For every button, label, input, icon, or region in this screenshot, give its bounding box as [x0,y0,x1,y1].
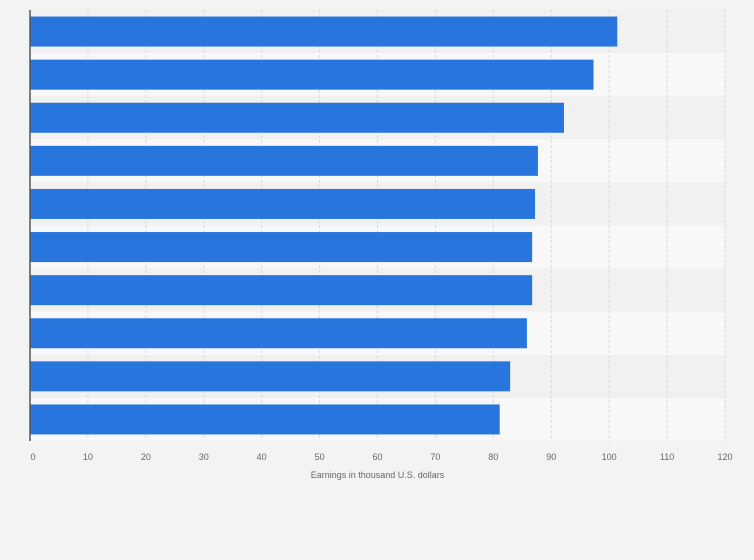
bar [30,318,527,349]
bar [30,188,536,219]
x-tick-label: 0 [30,452,35,462]
x-tick-label: 120 [717,452,732,462]
x-tick-label: 80 [488,452,498,462]
x-tick-label: 70 [430,452,440,462]
bar [30,16,618,47]
bar [30,275,533,306]
x-tick-label: 90 [546,452,556,462]
x-tick-label: 20 [141,452,151,462]
x-axis-ticks: 0 10 20 30 40 50 60 70 80 90 100 110 120 [30,452,732,462]
x-tick-label: 100 [602,452,617,462]
bar [30,232,533,263]
bars-group [30,16,618,435]
x-tick-label: 30 [199,452,209,462]
x-axis-title: Earnings in thousand U.S. dollars [311,470,445,480]
bar [30,59,594,90]
bar [30,145,538,176]
x-tick-label: 110 [660,452,674,462]
x-tick-label: 10 [83,452,93,462]
bar [30,404,500,435]
bar [30,361,511,392]
x-tick-label: 50 [315,452,325,462]
x-tick-label: 40 [257,452,267,462]
bar [30,102,564,133]
x-tick-label: 60 [372,452,382,462]
